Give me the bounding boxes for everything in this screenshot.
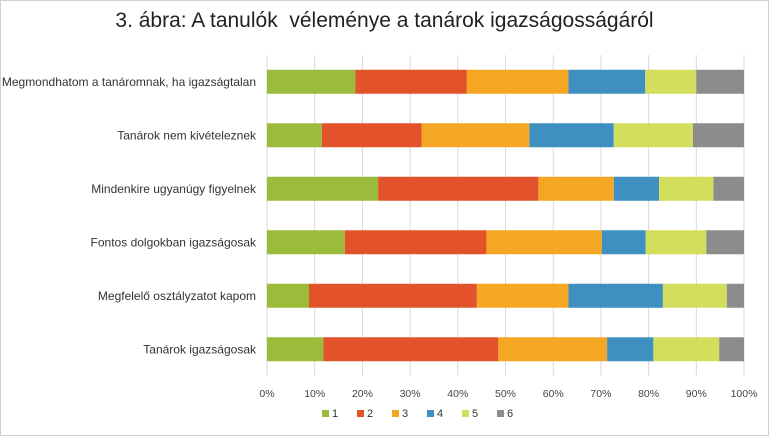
bar-segment-series-1 — [267, 176, 379, 201]
category-label: Fontos dolgokban igazságosak — [91, 235, 257, 249]
bar-segment-series-4 — [568, 69, 646, 94]
bar-segment-series-6 — [706, 230, 744, 255]
chart-title: 3. ábra: A tanulók véleménye a tanárok i… — [115, 9, 654, 32]
bar-segment-series-3 — [538, 176, 614, 201]
x-tick-label: 50% — [495, 388, 516, 400]
bar-segment-series-5 — [645, 230, 707, 255]
legend-swatch — [462, 410, 469, 417]
legend-swatch — [357, 410, 364, 417]
bar-segment-series-3 — [476, 283, 569, 308]
bar-segment-series-2 — [378, 176, 539, 201]
bar-segment-series-1 — [267, 230, 345, 255]
x-tick-label: 20% — [352, 388, 373, 400]
bar-segment-series-4 — [607, 337, 654, 362]
legend-swatch — [322, 410, 329, 417]
bar-segment-series-2 — [344, 230, 487, 255]
category-label: Megfelelő osztályzatot kapom — [98, 289, 256, 303]
legend-label: 5 — [472, 408, 478, 420]
category-label: Megmondhatom a tanáromnak, ha igazságtal… — [2, 75, 256, 89]
bar-segment-series-5 — [659, 176, 714, 201]
bar-segment-series-5 — [645, 69, 697, 94]
bar-segment-series-4 — [601, 230, 646, 255]
bar-segment-series-3 — [466, 69, 569, 94]
legend-label: 3 — [402, 408, 408, 420]
x-tick-label: 10% — [304, 388, 325, 400]
bar-segment-series-3 — [498, 337, 608, 362]
bar-segment-series-1 — [267, 337, 324, 362]
bar-segment-series-5 — [653, 337, 720, 362]
legend-swatch — [497, 410, 504, 417]
bar-segment-series-2 — [308, 283, 477, 308]
x-tick-label: 100% — [731, 388, 758, 400]
x-tick-label: 80% — [638, 388, 659, 400]
bar-segment-series-5 — [613, 123, 693, 148]
legend-label: 6 — [507, 408, 513, 420]
x-tick-label: 90% — [686, 388, 707, 400]
bar-segment-series-4 — [529, 123, 614, 148]
bar-segment-series-6 — [692, 123, 744, 148]
legend-label: 1 — [332, 408, 338, 420]
bar-segment-series-4 — [613, 176, 660, 201]
bar-segment-series-1 — [267, 283, 309, 308]
x-tick-label: 40% — [447, 388, 468, 400]
bar-segment-series-1 — [267, 69, 356, 94]
x-tick-label: 70% — [590, 388, 611, 400]
legend-label: 4 — [437, 408, 443, 420]
category-label: Tanárok igazságosak — [143, 342, 257, 356]
bar-segment-series-6 — [713, 176, 744, 201]
bar-segment-series-6 — [696, 69, 744, 94]
x-tick-label: 30% — [400, 388, 421, 400]
bar-segment-series-2 — [321, 123, 422, 148]
x-tick-label: 0% — [259, 388, 274, 400]
bar-segment-series-5 — [662, 283, 727, 308]
category-label: Tanárok nem kivételeznek — [117, 128, 257, 142]
bar-segment-series-4 — [568, 283, 663, 308]
bar-segment-series-3 — [486, 230, 602, 255]
bar-segment-series-2 — [323, 337, 499, 362]
legend-swatch — [427, 410, 434, 417]
legend-label: 2 — [367, 408, 373, 420]
bar-segment-series-3 — [421, 123, 530, 148]
bar-segment-series-2 — [355, 69, 467, 94]
bar-segment-series-6 — [719, 337, 744, 362]
bar-segment-series-6 — [726, 283, 744, 308]
x-tick-label: 60% — [543, 388, 564, 400]
legend-swatch — [392, 410, 399, 417]
bar-segment-series-1 — [267, 123, 322, 148]
category-label: Mindenkire ugyanúgy figyelnek — [91, 182, 257, 196]
